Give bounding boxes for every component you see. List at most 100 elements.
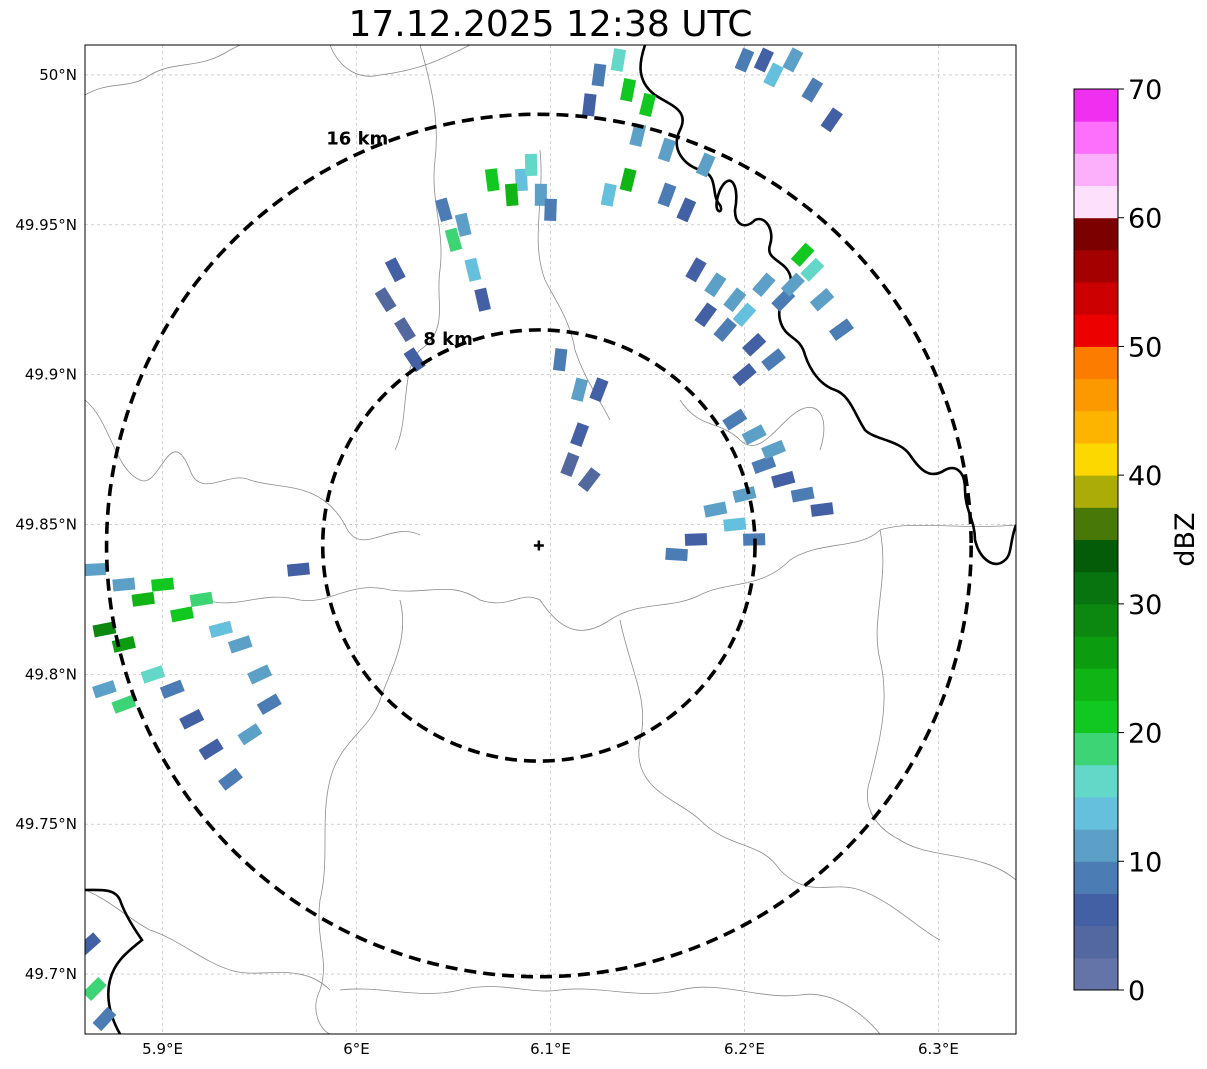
- colorbar-segment: [1074, 668, 1118, 701]
- range-ring-label: 16 km: [326, 128, 388, 149]
- echo-cell: [151, 577, 175, 592]
- colorbar: 0 10 20 30 40 50 60 70 dBZ: [1073, 75, 1201, 1007]
- colorbar-tick-label: 30: [1128, 590, 1162, 621]
- echo-cell: [218, 767, 243, 791]
- lat-tick-label: 49.8°N: [25, 665, 77, 683]
- echo-cell: [752, 272, 776, 298]
- boundary-line: [85, 889, 331, 991]
- colorbar-tick-label: 50: [1128, 332, 1162, 363]
- reflectivity-layer: [85, 47, 854, 1032]
- echo-cell: [591, 63, 607, 87]
- echo-cell: [790, 242, 815, 267]
- echo-cell: [92, 1006, 117, 1032]
- echo-cell: [732, 302, 757, 327]
- colorbar-tick-label: 40: [1128, 461, 1162, 492]
- echo-cell: [534, 183, 547, 206]
- echo-cell: [790, 486, 815, 503]
- echo-cell: [753, 47, 774, 73]
- lat-tick-label: 49.85°N: [15, 516, 77, 534]
- echo-cell: [131, 591, 155, 607]
- colorbar-segment: [1074, 636, 1118, 669]
- colorbar-segment: [1074, 249, 1118, 283]
- echo-cell: [179, 708, 205, 730]
- colorbar-segment: [1074, 89, 1118, 122]
- boundary-line: [537, 149, 611, 421]
- colorbar-segment: [1074, 925, 1118, 959]
- echo-cell: [474, 287, 491, 312]
- colorbar-tick-label: 70: [1128, 75, 1162, 106]
- echo-cell: [454, 212, 472, 237]
- echo-cell: [560, 452, 580, 478]
- echo-cell: [92, 680, 117, 699]
- radar-site: [533, 540, 544, 551]
- echo-cell: [741, 424, 767, 446]
- echo-cell: [800, 257, 825, 282]
- boundary-line: [329, 45, 471, 77]
- echo-cell: [610, 48, 627, 72]
- echo-cell: [676, 197, 697, 223]
- colorbar-segment: [1074, 603, 1118, 637]
- lon-tick-label: 6.3°E: [918, 1040, 959, 1058]
- echo-cell: [237, 723, 263, 746]
- echo-cell: [639, 92, 656, 118]
- echo-cell: [374, 287, 397, 313]
- echo-cell: [763, 62, 784, 88]
- colorbar-segment: [1074, 153, 1118, 187]
- colorbar-tick-label: 10: [1128, 847, 1162, 878]
- echo-cell: [828, 318, 854, 341]
- range-ring-label: 8 km: [423, 329, 473, 350]
- echo-cell: [742, 332, 767, 357]
- echo-cell: [189, 591, 214, 608]
- colorbar-tick-label: 60: [1128, 204, 1162, 235]
- colorbar-segment: [1074, 764, 1118, 798]
- lon-tick-label: 6.2°E: [724, 1040, 765, 1058]
- colorbar-segment: [1074, 282, 1118, 315]
- colorbar-segment: [1074, 442, 1118, 476]
- echo-cell: [761, 348, 786, 372]
- echo-cell: [170, 606, 194, 623]
- echo-cell: [703, 501, 728, 518]
- echo-cell: [657, 137, 676, 163]
- range-rings: 8 km 16 km: [104, 112, 973, 979]
- boundary-line: [339, 986, 881, 1034]
- echo-cell: [384, 257, 406, 283]
- boundary-line: [204, 524, 1016, 631]
- echo-cell: [723, 517, 747, 532]
- colorbar-frame: [1073, 88, 1119, 991]
- echo-cell: [589, 377, 609, 403]
- echo-cell: [552, 348, 568, 372]
- echo-cell: [704, 272, 727, 298]
- echo-cell: [444, 227, 463, 252]
- echo-cell: [435, 197, 453, 222]
- boundary-line: [619, 619, 941, 941]
- echo-cell: [771, 470, 796, 489]
- echo-cell: [723, 287, 747, 313]
- echo-cell: [484, 168, 500, 192]
- echo-cell: [504, 183, 519, 207]
- boundary-line: [679, 399, 825, 451]
- colorbar-segment: [1074, 121, 1118, 154]
- echo-cell: [286, 562, 310, 577]
- lon-tick-label: 6°E: [343, 1040, 370, 1058]
- colorbar-segment: [1074, 539, 1118, 573]
- lat-tick-label: 49.9°N: [25, 366, 77, 384]
- colorbar-segment: [1074, 410, 1118, 444]
- echo-cell: [722, 408, 748, 431]
- national-border: [85, 888, 144, 1034]
- echo-cell: [544, 198, 557, 222]
- echo-cell: [801, 77, 824, 103]
- echo-cell: [227, 635, 253, 654]
- colorbar-segment: [1074, 571, 1118, 605]
- lat-tick-label: 49.7°N: [25, 965, 77, 983]
- echo-cell: [198, 738, 224, 761]
- echo-cell: [208, 620, 233, 638]
- echo-cell: [810, 502, 834, 517]
- echo-cell: [403, 347, 426, 373]
- echo-cell: [619, 167, 637, 193]
- echo-cell: [600, 182, 617, 207]
- echo-cell: [247, 664, 273, 685]
- echo-cell: [570, 422, 590, 448]
- colorbar-segment: [1074, 378, 1118, 412]
- echo-cell: [713, 317, 737, 342]
- echo-cell: [159, 679, 185, 699]
